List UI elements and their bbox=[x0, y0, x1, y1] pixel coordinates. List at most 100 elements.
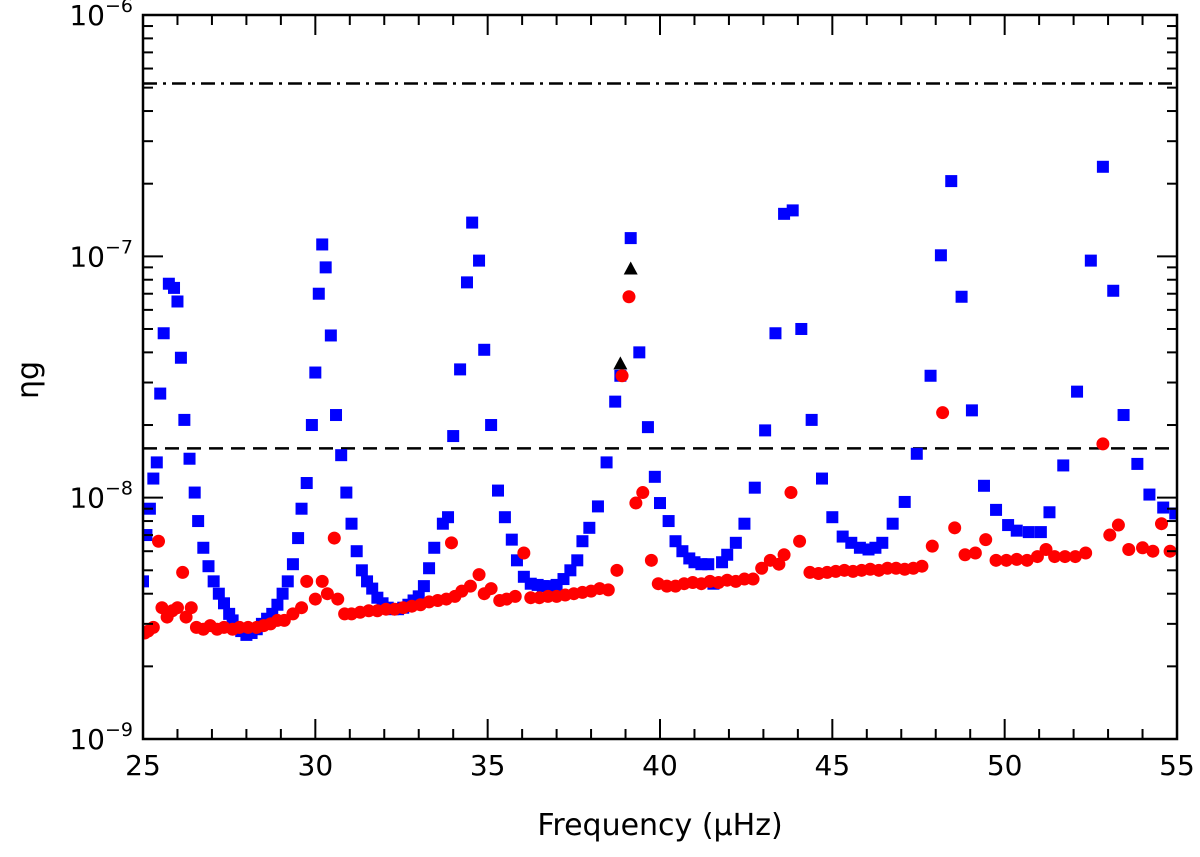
blue-squares-point bbox=[188, 486, 201, 499]
tick-labels: 25 30 35 40 45 50 55 10−9 10−8 10−7 10−6 bbox=[69, 0, 1194, 782]
blue-squares-point bbox=[759, 424, 772, 437]
red-circles-point bbox=[636, 486, 650, 500]
blue-squares-point bbox=[478, 343, 491, 356]
red-circles-point bbox=[1146, 544, 1160, 558]
blue-squares-point bbox=[898, 495, 911, 508]
blue-squares-point bbox=[350, 545, 363, 558]
blue-squares-point bbox=[505, 533, 518, 546]
y-axis-title: ηg bbox=[11, 361, 46, 399]
y-tick-label: 10−6 bbox=[69, 0, 133, 32]
blue-squares-point bbox=[738, 517, 751, 530]
blue-squares-point bbox=[473, 254, 486, 267]
blue-squares-point bbox=[934, 249, 947, 262]
blue-squares-point bbox=[729, 536, 742, 549]
red-circles-point bbox=[629, 496, 643, 510]
red-circles-point bbox=[746, 572, 760, 586]
blue-squares-point bbox=[324, 329, 337, 342]
blue-squares-point bbox=[886, 517, 899, 530]
red-circles-point bbox=[1068, 550, 1082, 564]
blue-squares-point bbox=[669, 535, 682, 548]
red-circles-point bbox=[622, 290, 636, 304]
blue-squares-point bbox=[174, 351, 187, 364]
blue-squares-point bbox=[609, 395, 622, 408]
blue-squares-point bbox=[498, 511, 511, 524]
reference-lines bbox=[143, 82, 1177, 450]
blue-squares-point bbox=[1010, 524, 1023, 537]
red-circles-point bbox=[936, 406, 950, 420]
blue-squares-point bbox=[447, 430, 460, 443]
red-circles-point bbox=[463, 579, 477, 593]
blue-squares-point bbox=[212, 587, 225, 600]
blue-squares-point bbox=[312, 287, 325, 300]
axes bbox=[141, 13, 1179, 741]
red-circles-point bbox=[1020, 553, 1034, 567]
red-circles-point bbox=[1154, 517, 1168, 531]
red-circles-point bbox=[958, 548, 972, 562]
red-circles-point bbox=[1048, 550, 1062, 564]
red-circles-point bbox=[915, 559, 929, 573]
blue-squares-point bbox=[721, 548, 734, 561]
x-tick-label: 25 bbox=[125, 749, 161, 782]
blue-squares-point bbox=[442, 511, 455, 524]
blue-squares-point bbox=[591, 500, 604, 513]
blue-squares-point bbox=[1043, 506, 1056, 519]
blue-squares-point bbox=[924, 369, 937, 382]
blue-squares-point bbox=[423, 562, 436, 575]
blue-squares-point bbox=[143, 575, 149, 588]
red-circles-point bbox=[444, 536, 458, 550]
blue-squares-point bbox=[330, 409, 343, 422]
blue-squares-point bbox=[1131, 457, 1144, 470]
blue-squares-point bbox=[157, 327, 170, 340]
blue-squares-point bbox=[335, 449, 348, 462]
blue-squares-point bbox=[965, 404, 978, 417]
red-circles-point bbox=[484, 582, 498, 596]
blue-squares-point bbox=[1084, 254, 1097, 267]
blue-squares-point bbox=[641, 421, 654, 434]
blue-squares-point bbox=[276, 587, 289, 600]
red-circles-point bbox=[1136, 541, 1150, 555]
blue-squares-point bbox=[624, 232, 637, 245]
blue-squares-point bbox=[286, 558, 299, 571]
blue-squares-point bbox=[945, 175, 958, 188]
blue-squares-point bbox=[876, 536, 889, 549]
blue-squares-point bbox=[1071, 385, 1084, 398]
red-circles-point bbox=[755, 561, 769, 575]
red-circles-point bbox=[989, 553, 1003, 567]
blue-squares-point bbox=[460, 276, 473, 289]
blue-squares-point bbox=[345, 517, 358, 530]
blue-squares-point bbox=[633, 346, 646, 359]
x-tick-label: 35 bbox=[470, 749, 506, 782]
blue-squares-point bbox=[1057, 459, 1070, 472]
red-circles-point bbox=[315, 574, 329, 588]
red-circles-point bbox=[1039, 542, 1053, 556]
x-tick-label: 30 bbox=[298, 749, 334, 782]
blue-squares-point bbox=[366, 582, 379, 595]
red-circles-point bbox=[999, 553, 1013, 567]
x-tick-label: 55 bbox=[1159, 749, 1195, 782]
blue-squares-point bbox=[815, 472, 828, 485]
blue-squares-point bbox=[309, 366, 322, 379]
blue-squares-point bbox=[1022, 526, 1035, 539]
blue-squares-point bbox=[305, 419, 318, 432]
blue-squares-point bbox=[202, 560, 215, 573]
red-circles-point bbox=[184, 601, 198, 615]
red-circles-point bbox=[176, 565, 190, 579]
red-circles-point bbox=[615, 369, 629, 383]
blue-squares-point bbox=[571, 554, 584, 567]
blue-squares-point bbox=[805, 413, 818, 426]
blue-squares-point bbox=[183, 452, 196, 465]
blue-squares-point bbox=[769, 327, 782, 340]
red-circles-point bbox=[979, 533, 993, 547]
red-circles-point bbox=[925, 539, 939, 553]
x-tick-label: 50 bbox=[987, 749, 1023, 782]
blue-squares-point bbox=[197, 541, 210, 554]
plot-frame bbox=[141, 13, 1179, 741]
blue-squares-point bbox=[1096, 160, 1109, 173]
blue-squares-point bbox=[748, 481, 761, 494]
blue-squares-point bbox=[271, 598, 284, 611]
blue-squares-point bbox=[217, 597, 230, 610]
red-circles-point bbox=[1030, 550, 1044, 564]
blue-squares-point bbox=[428, 541, 441, 554]
blue-squares-point bbox=[168, 281, 181, 294]
